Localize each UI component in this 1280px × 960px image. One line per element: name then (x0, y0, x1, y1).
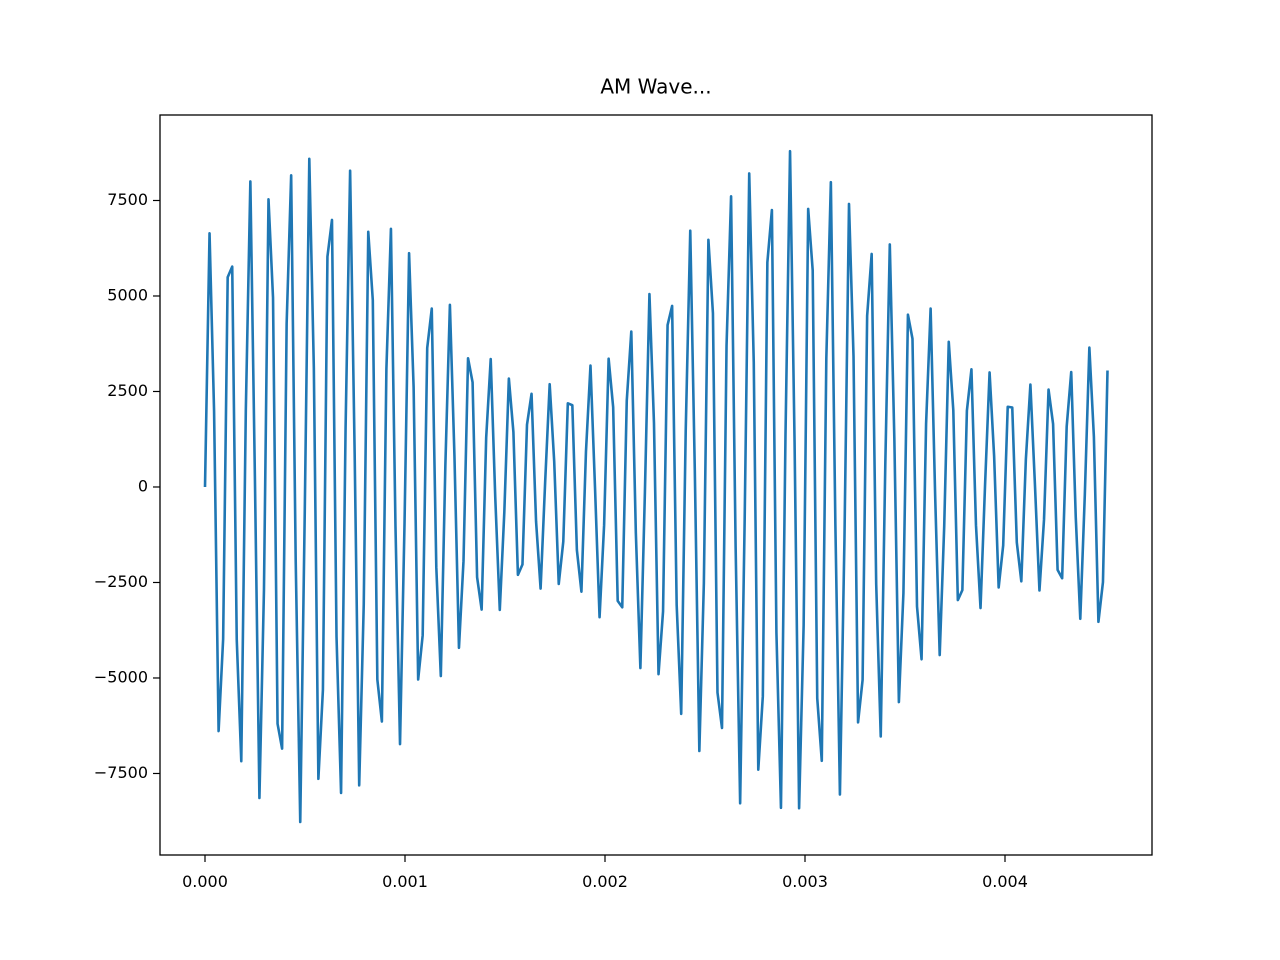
data-line (203, 149, 1109, 824)
plot-area (203, 149, 1109, 824)
y-tick-label: −5000 (94, 667, 148, 686)
y-tick-label: −7500 (94, 763, 148, 782)
x-tick-label: 0.004 (982, 872, 1028, 891)
y-tick-label: 0 (138, 476, 148, 495)
y-tick-label: 5000 (107, 285, 148, 304)
chart-title: AM Wave... (600, 75, 711, 99)
y-tick-label: −2500 (94, 572, 148, 591)
x-tick-label: 0.000 (182, 872, 228, 891)
x-tick-label: 0.003 (782, 872, 828, 891)
x-tick-label: 0.001 (382, 872, 428, 891)
axes-frame (159, 114, 1153, 856)
x-tick-label: 0.002 (582, 872, 628, 891)
y-tick-label: 2500 (107, 381, 148, 400)
y-tick-label: 7500 (107, 190, 148, 209)
